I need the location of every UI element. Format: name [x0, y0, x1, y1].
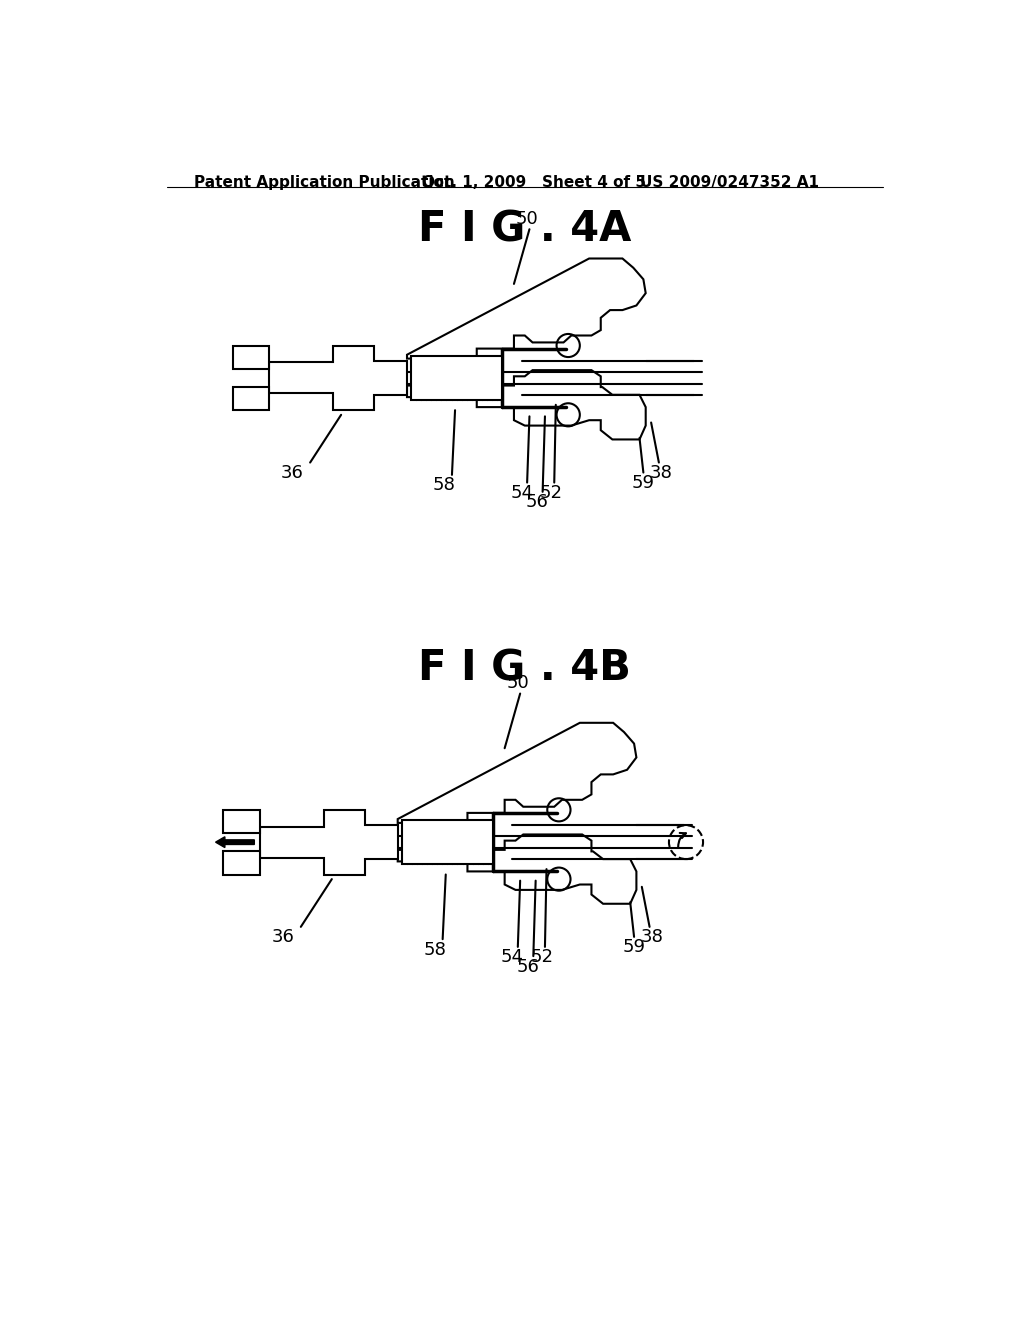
Text: 36: 36 [281, 465, 304, 482]
Text: US 2009/0247352 A1: US 2009/0247352 A1 [640, 176, 818, 190]
Text: 54: 54 [501, 949, 524, 966]
Text: 36: 36 [271, 928, 295, 946]
Polygon shape [260, 810, 397, 875]
Polygon shape [232, 387, 269, 411]
Polygon shape [269, 346, 407, 411]
Text: 59: 59 [623, 939, 645, 957]
Polygon shape [397, 723, 636, 822]
Text: F I G . 4B: F I G . 4B [419, 647, 631, 689]
Text: 56: 56 [516, 958, 540, 975]
Polygon shape [407, 259, 646, 359]
Text: Oct. 1, 2009   Sheet 4 of 5: Oct. 1, 2009 Sheet 4 of 5 [423, 176, 646, 190]
Text: 38: 38 [650, 465, 673, 482]
Text: 52: 52 [540, 484, 562, 502]
FancyArrow shape [216, 837, 254, 847]
Polygon shape [232, 346, 269, 368]
Text: Patent Application Publication: Patent Application Publication [194, 176, 455, 190]
Text: 54: 54 [510, 484, 534, 502]
Bar [411, 355, 503, 400]
Text: 58: 58 [424, 941, 446, 958]
Text: 50: 50 [507, 675, 529, 692]
Text: 52: 52 [530, 949, 553, 966]
Text: 59: 59 [632, 474, 655, 492]
Polygon shape [407, 370, 646, 440]
Text: F I G . 4A: F I G . 4A [418, 209, 632, 251]
Text: 56: 56 [525, 494, 549, 511]
Text: 50: 50 [516, 210, 539, 227]
Text: 38: 38 [640, 928, 664, 946]
Polygon shape [223, 810, 260, 833]
Text: 58: 58 [433, 477, 456, 495]
Polygon shape [223, 851, 260, 875]
Bar [401, 820, 493, 865]
Polygon shape [397, 834, 636, 904]
